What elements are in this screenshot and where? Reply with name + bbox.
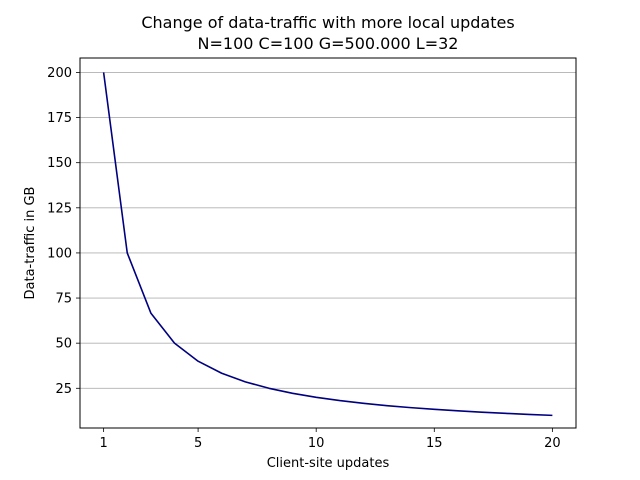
y-tick-label: 150 — [47, 156, 72, 171]
y-tick-label: 100 — [47, 246, 72, 261]
x-tick-label: 15 — [426, 436, 443, 451]
x-tick-label: 10 — [308, 436, 325, 451]
y-tick-label: 25 — [55, 382, 72, 397]
x-tick-label: 20 — [544, 436, 561, 451]
x-axis-label: Client-site updates — [267, 456, 390, 471]
series-line — [102, 72, 553, 417]
y-tick-label: 50 — [55, 337, 72, 352]
y-tick-label: 125 — [47, 201, 72, 216]
grid-layer — [80, 72, 576, 389]
x-tick-label: 5 — [194, 436, 202, 451]
series-layer — [102, 72, 553, 417]
y-axis-label: Data-traffic in GB — [23, 187, 38, 300]
chart-subtitle: N=100 C=100 G=500.000 L=32 — [198, 34, 459, 53]
y-tick-label: 200 — [47, 66, 72, 81]
plot-frame — [79, 57, 577, 429]
x-tick-label: 1 — [99, 436, 107, 451]
y-tick-label: 175 — [47, 111, 72, 126]
chart-title: Change of data-traffic with more local u… — [141, 13, 514, 32]
y-tick-label: 75 — [55, 292, 72, 307]
